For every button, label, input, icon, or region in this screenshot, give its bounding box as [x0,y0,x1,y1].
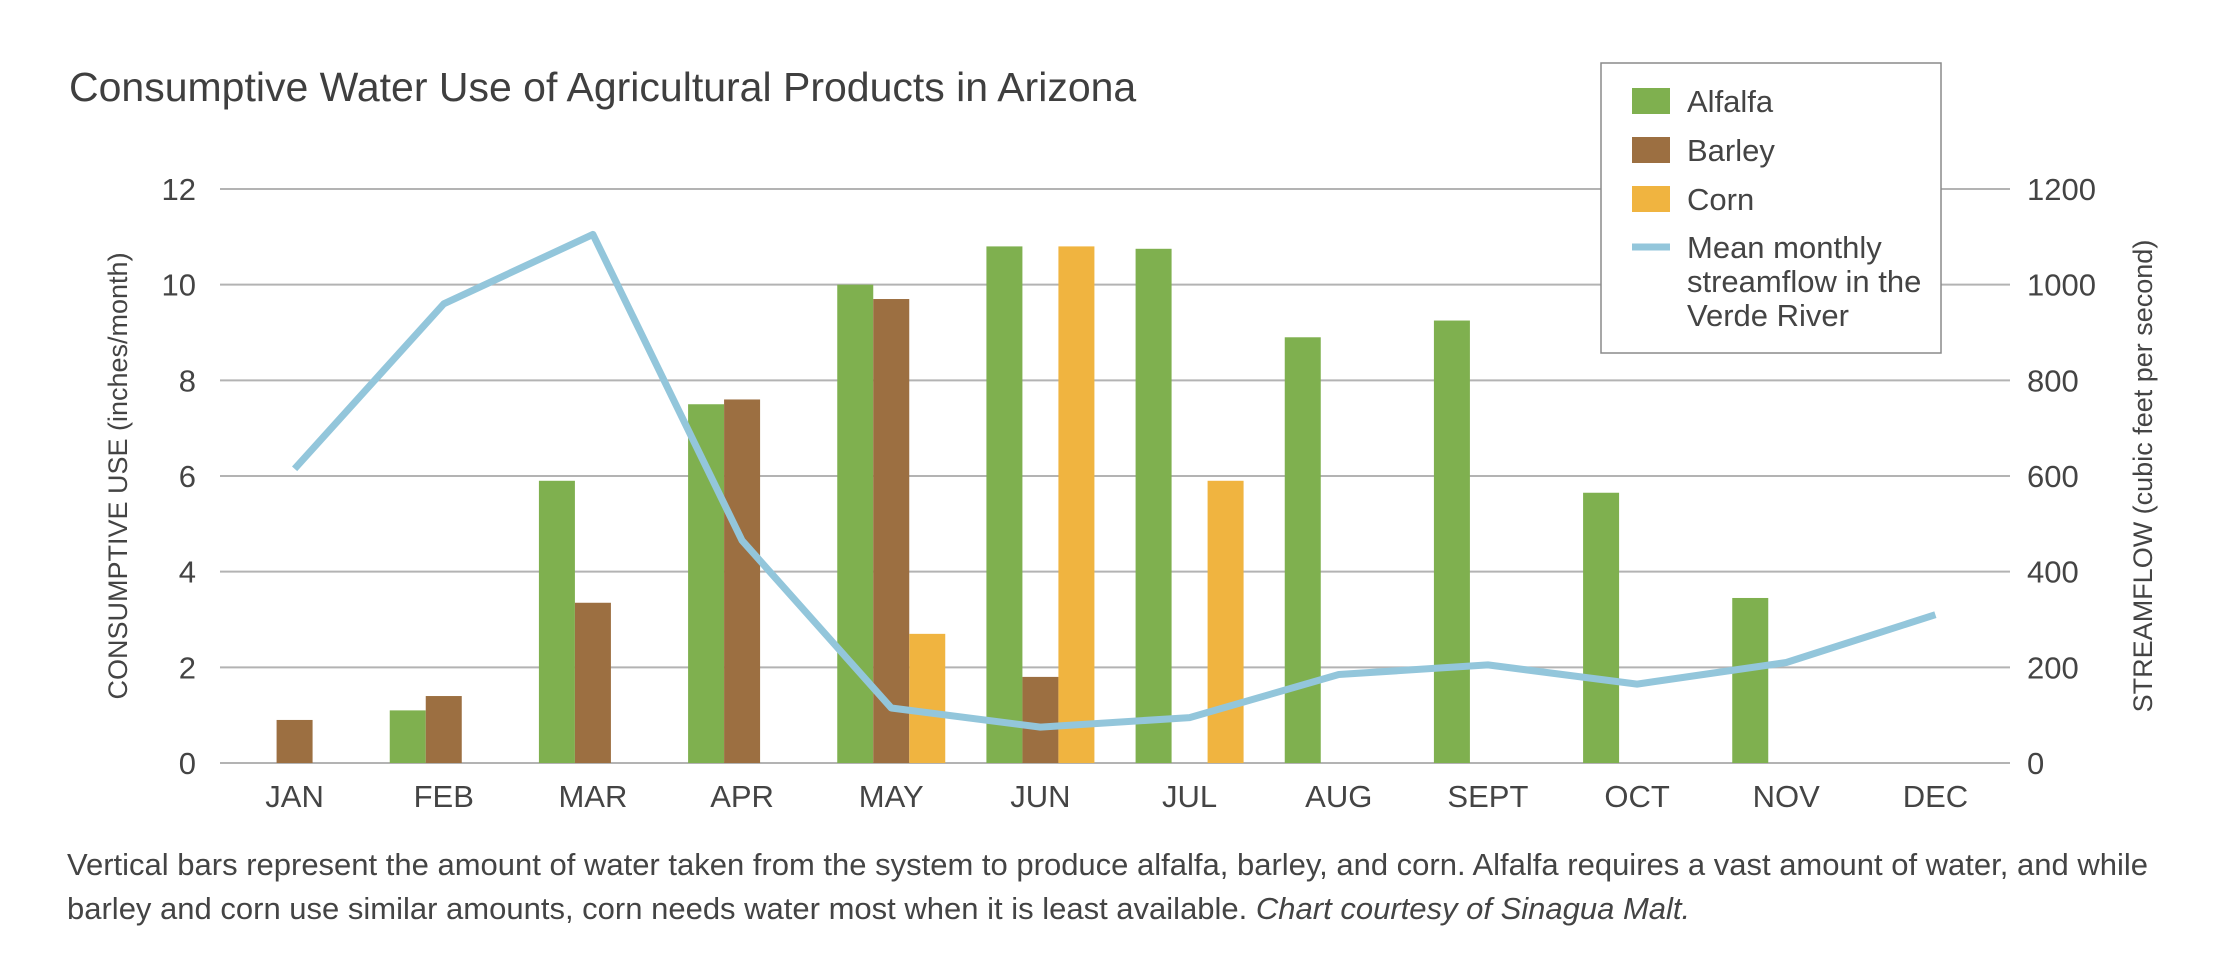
chart-title: Consumptive Water Use of Agricultural Pr… [69,64,1137,110]
y2-tick-label: 200 [2027,650,2079,685]
bar-barley [574,602,611,763]
bar-alfalfa [1284,337,1321,763]
legend-swatch-alfalfa [1632,88,1670,114]
legend-label-barley: Barley [1687,133,1775,168]
bar-alfalfa [538,480,575,763]
y-tick-label: 0 [179,746,196,781]
x-tick-label: JAN [265,779,324,814]
x-tick-label: MAY [859,779,924,814]
x-tick-label: AUG [1305,779,1372,814]
x-tick-label: MAR [558,779,627,814]
bar-barley [425,696,462,763]
bar-barley [724,399,761,763]
legend-label-streamflow: Mean monthly streamflow in the Verde River [1687,230,1921,333]
streamflow-line [292,230,1937,731]
caption-text: Vertical bars represent the amount of wa… [67,847,2148,926]
y-tick-label: 6 [179,459,196,494]
y-tick-label: 10 [162,268,196,303]
x-tick-label: NOV [1753,779,1821,814]
x-tick-label: JUL [1162,779,1217,814]
y2-axis-label: STREAMFLOW (cubic feet per second) [2128,240,2158,713]
bar-corn [909,633,946,763]
legend-label-corn: Corn [1687,182,1754,217]
bar-alfalfa [389,710,426,763]
x-tick-label: DEC [1903,779,1968,814]
x-tick-label: APR [710,779,774,814]
bar-alfalfa [688,404,725,763]
bar-corn [1058,246,1095,763]
bar-corn [1207,480,1244,763]
bar-alfalfa [1732,597,1769,763]
y-axis-label: CONSUMPTIVE USE (inches/month) [103,252,133,699]
caption-credit: Chart courtesy of Sinagua Malt. [1255,891,1691,926]
y2-tick-label: 1200 [2027,172,2096,207]
bar-barley [873,299,910,763]
legend-swatch-barley [1632,137,1670,163]
y2-tick-label: 0 [2027,746,2044,781]
y2-tick-label: 400 [2027,555,2079,590]
bar-alfalfa [1433,320,1470,763]
y2-tick-label: 600 [2027,459,2079,494]
y2-tick-label: 800 [2027,363,2079,398]
y-tick-label: 4 [179,555,196,590]
y-tick-label: 12 [162,172,196,207]
bar-alfalfa [1135,248,1172,763]
x-tick-label: SEPT [1447,779,1528,814]
legend-swatch-corn [1632,186,1670,212]
legend-label-alfalfa: Alfalfa [1687,84,1774,119]
bar-alfalfa [1583,492,1620,763]
y-tick-label: 8 [179,363,196,398]
x-tick-label: OCT [1604,779,1670,814]
bar-alfalfa [837,284,874,763]
x-tick-label: FEB [414,779,474,814]
y-tick-label: 2 [179,650,196,685]
chart-caption: Vertical bars represent the amount of wa… [67,843,2187,931]
x-tick-label: JUN [1010,779,1070,814]
bar-alfalfa [986,246,1023,763]
bar-barley [1022,676,1059,763]
legend-label-streamflow-line: streamflow in the [1687,264,1921,299]
legend-label-streamflow-line: Mean monthly [1687,230,1882,265]
bar-barley [276,719,313,763]
y2-tick-label: 1000 [2027,268,2096,303]
legend-label-streamflow-line: Verde River [1687,298,1849,333]
